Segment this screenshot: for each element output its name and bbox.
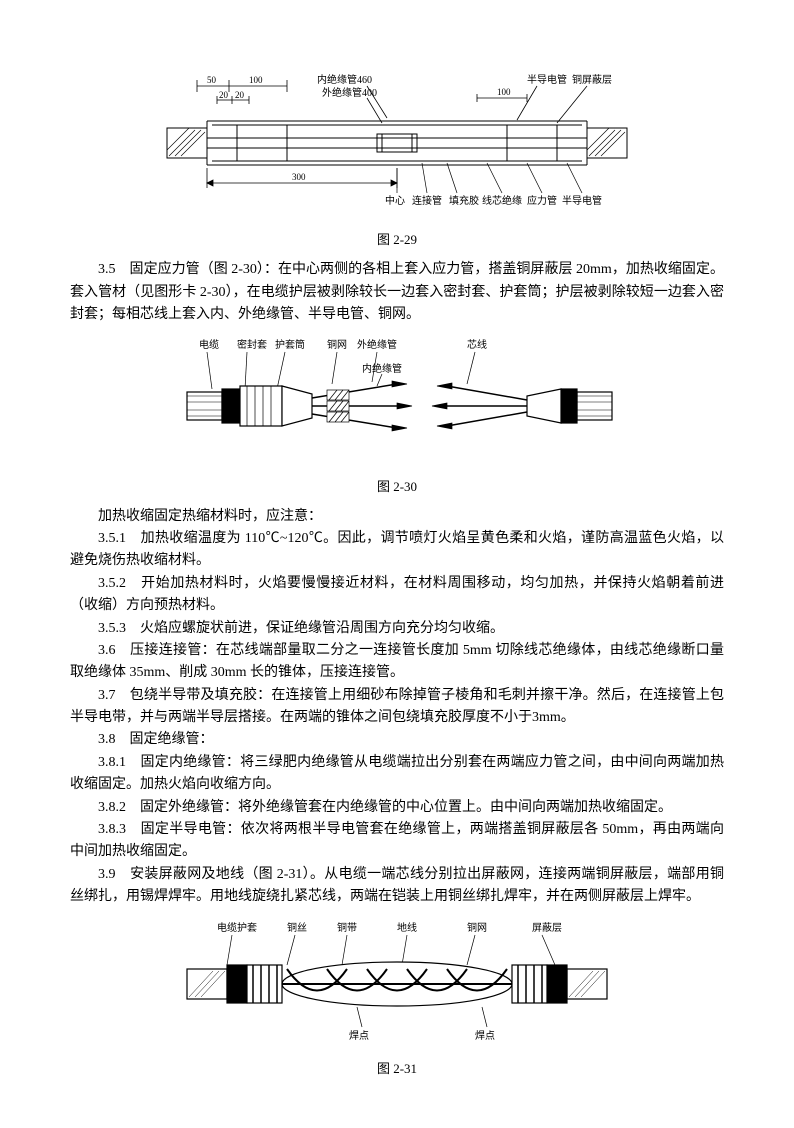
label-cable: 电缆 xyxy=(199,338,219,351)
figure-2-30: 电缆 密封套 护套筒 铜网 外绝缘管 内绝缘管 芯线 xyxy=(70,334,724,497)
para-3-5-1: 3.5.1 加热收缩温度为 110℃~120℃。因此，调节喷灯火焰呈黄色柔和火焰… xyxy=(70,528,724,573)
label-inner-ins: 内绝缘管 xyxy=(362,362,402,375)
figure-2-29-caption: 图 2-29 xyxy=(70,230,724,251)
label-cu-net2: 铜网 xyxy=(467,922,487,934)
para-3-8: 3.8 固定绝缘管： xyxy=(70,729,724,751)
label-sleeve: 护套筒 xyxy=(275,338,305,351)
label-core-ins: 线芯绝缘 xyxy=(482,194,522,207)
label-ground: 地线 xyxy=(397,921,417,934)
label-shield: 屏蔽层 xyxy=(532,922,562,934)
label-conn-tube: 连接管 xyxy=(412,194,442,207)
label-cu-shield: 铜屏蔽层 xyxy=(572,74,612,86)
label-stress: 应力管 xyxy=(527,194,557,207)
label-center: 中心 xyxy=(385,194,405,207)
label-solder-r: 焊点 xyxy=(475,1030,495,1042)
label-inner-tube: 内绝缘管460 xyxy=(317,73,372,86)
dim-300: 300 xyxy=(292,172,306,182)
dim-20a: 20 xyxy=(219,90,229,100)
para-3-5-3: 3.5.3 火焰应螺旋状前进，保证绝缘管沿周围方向充分均匀收缩。 xyxy=(70,618,724,640)
label-cu-net: 铜网 xyxy=(327,339,347,351)
para-3-8-2: 3.8.2 固定外绝缘管：将外绝缘管套在内绝缘管的中心位置上。由中间向两端加热收… xyxy=(70,797,724,819)
para-3-7: 3.7 包绕半导带及填充胶：在连接管上用细砂布除掉管子棱角和毛刺并擦干净。然后，… xyxy=(70,685,724,730)
label-core: 芯线 xyxy=(467,338,487,351)
dim-20b: 20 xyxy=(235,90,245,100)
figure-2-31: 电缆护套 铜丝 铜带 地线 铜网 屏蔽层 xyxy=(70,917,724,1080)
para-3-5-2: 3.5.2 开始加热材料时，火焰要慢慢接近材料，在材料周围移动，均匀加热，并保持… xyxy=(70,573,724,618)
para-3-6: 3.6 压接连接管：在芯线端部量取二分之一连接管长度加 5mm 切除线芯绝缘体，… xyxy=(70,640,724,685)
dim-100r: 100 xyxy=(497,87,511,97)
figure-2-29: 50 100 20 20 100 内绝缘管460 外绝缘管400 半导电管 铜屏… xyxy=(70,68,724,251)
label-outer-ins: 外绝缘管 xyxy=(357,338,397,351)
label-outer-tube: 外绝缘管400 xyxy=(322,86,377,99)
label-half-tube: 半导电管 xyxy=(527,73,567,86)
para-3-5: 3.5 固定应力管（图 2-30）：在中心两侧的各相上套入应力管，搭盖铜屏蔽层 … xyxy=(70,259,724,326)
dim-100: 100 xyxy=(249,75,263,85)
figure-2-31-caption: 图 2-31 xyxy=(70,1059,724,1080)
figure-2-30-caption: 图 2-30 xyxy=(70,477,724,498)
label-semi-tube: 半导电管 xyxy=(562,194,602,207)
label-cu-band: 铜带 xyxy=(337,922,357,934)
para-3-9: 3.9 安装屏蔽网及地线（图 2-31）。从电缆一端芯线分别拉出屏蔽网，连接两端… xyxy=(70,864,724,909)
label-cu-wire: 铜丝 xyxy=(287,922,307,934)
label-seal: 密封套 xyxy=(237,338,267,351)
label-fill: 填充胶 xyxy=(449,194,479,207)
label-solder-l: 焊点 xyxy=(349,1030,369,1042)
para-note: 加热收缩固定热缩材料时，应注意： xyxy=(70,506,724,528)
dim-50: 50 xyxy=(207,75,217,85)
para-3-8-3: 3.8.3 固定半导电管：依次将两根半导电管套在绝缘管上，两端搭盖铜屏蔽层各 5… xyxy=(70,819,724,864)
label-cable-sheath: 电缆护套 xyxy=(217,921,257,934)
para-3-8-1: 3.8.1 固定内绝缘管：将三绿肥内绝缘管从电缆端拉出分别套在两端应力管之间，由… xyxy=(70,752,724,797)
